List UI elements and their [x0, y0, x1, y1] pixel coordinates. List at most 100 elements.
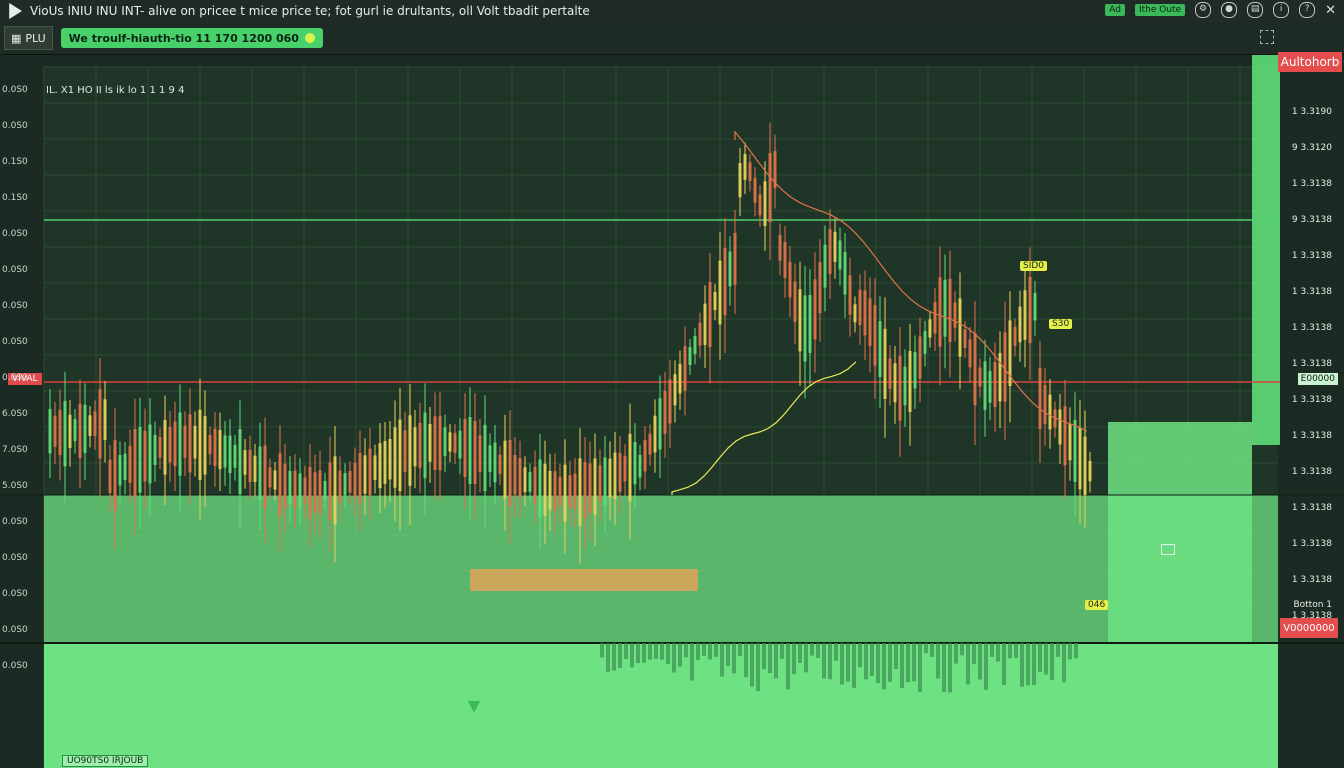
candle-body	[313, 472, 317, 513]
candle-body	[848, 275, 852, 315]
notes-icon[interactable]: ▤	[1247, 2, 1264, 18]
candle-body	[343, 473, 347, 496]
candle-body	[323, 480, 327, 500]
candle-body	[608, 458, 612, 498]
candle-body	[298, 473, 302, 508]
candle-body	[603, 457, 607, 506]
candle-body	[363, 455, 367, 494]
candle-body	[653, 415, 657, 453]
candle-body	[448, 432, 452, 452]
info-icon[interactable]: i	[1273, 2, 1290, 18]
volume-bar	[1002, 643, 1006, 685]
volume-bar	[912, 643, 916, 682]
candle-body	[483, 424, 487, 492]
candle-body	[128, 445, 132, 483]
candle-body	[228, 435, 232, 474]
candle-body	[928, 319, 932, 338]
candle-body	[328, 462, 332, 521]
symbol-selector[interactable]: ▦ PLU	[4, 26, 53, 50]
candle-body	[768, 153, 772, 223]
timeframe-label: We troulf-hiauth-tio 11 170 1200 060	[68, 31, 299, 45]
candle-body	[203, 416, 207, 475]
candle-body	[823, 244, 827, 288]
candle-body	[498, 454, 502, 475]
left-axis-tick: 0.0S0	[2, 589, 28, 599]
candle-body	[728, 251, 732, 287]
titlebar-badge-2[interactable]: Ithe Oute	[1134, 4, 1186, 16]
candle-body	[538, 459, 542, 518]
candle-body	[833, 231, 837, 262]
candle-body	[753, 178, 757, 203]
volume-bar	[630, 643, 634, 668]
candle-body	[233, 444, 237, 468]
settings-icon[interactable]: ⚙	[1195, 2, 1212, 18]
chart-canvas[interactable]	[0, 55, 1344, 768]
candle-body	[1058, 409, 1062, 445]
candle-body	[263, 445, 267, 509]
volume-bar	[906, 643, 910, 683]
candle-body	[788, 261, 792, 298]
close-icon[interactable]: ✕	[1325, 2, 1336, 18]
price-chart[interactable]: IL. X1 HO II ls ik lo 1 1 1 9 4 VIVAL Au…	[0, 52, 1344, 768]
candle-body	[943, 279, 947, 337]
candle-body	[198, 409, 202, 481]
candle-body	[893, 363, 897, 403]
volume-bar	[666, 643, 670, 665]
account-tag[interactable]: Aultohorb	[1278, 52, 1342, 72]
candle-body	[838, 240, 842, 270]
volume-bar	[1008, 643, 1012, 659]
footer-status: UO90TS0 IRJOUB	[62, 755, 149, 767]
candle-body	[698, 322, 702, 346]
candle-body	[303, 477, 307, 505]
volume-bar	[738, 643, 742, 657]
candle-body	[843, 252, 847, 295]
volume-bar	[1032, 643, 1036, 686]
volume-bar	[930, 643, 934, 657]
titlebar-badge-1[interactable]: Ad	[1105, 4, 1125, 16]
record-icon[interactable]: ●	[1221, 2, 1238, 18]
candle-body	[858, 289, 862, 326]
candle-body	[643, 440, 647, 472]
left-axis-tick: 0.1S0	[2, 157, 28, 167]
candle-body	[113, 439, 117, 512]
volume-bar	[756, 643, 760, 692]
volume-bar	[1074, 643, 1078, 659]
candle-body	[563, 464, 567, 522]
volume-bar	[600, 643, 604, 658]
candle-body	[243, 450, 247, 475]
volume-bar	[972, 643, 976, 665]
layer-icon[interactable]	[1161, 544, 1175, 555]
right-axis-tick: 1 3.3138	[1291, 575, 1332, 585]
timeframe-selector[interactable]: We troulf-hiauth-tio 11 170 1200 060	[60, 28, 323, 48]
volume-bar	[834, 643, 838, 661]
candle-body	[428, 423, 432, 462]
candle-body	[1023, 290, 1027, 340]
volume-bar	[798, 643, 802, 663]
fullscreen-icon[interactable]	[1260, 30, 1274, 44]
candle-body	[763, 181, 767, 227]
annotation-label[interactable]: 046	[1085, 600, 1109, 610]
candle-body	[458, 430, 462, 459]
candle-body	[523, 467, 527, 493]
volume-bar	[954, 643, 958, 664]
volume-bar	[978, 643, 982, 680]
bottom-right-tag: V0000000	[1280, 618, 1338, 638]
candle-body	[1008, 320, 1012, 387]
candle-body	[693, 335, 697, 355]
annotation-label[interactable]: SID0	[1020, 261, 1048, 271]
volume-bar	[612, 643, 616, 671]
candle-body	[253, 455, 257, 482]
candle-body	[923, 330, 927, 354]
left-axis-tick: 0.0S0	[2, 373, 28, 383]
left-axis-tick: 0.0S0	[2, 625, 28, 635]
help-icon[interactable]: ?	[1299, 2, 1316, 18]
candle-body	[338, 470, 342, 504]
annotation-label[interactable]: S30	[1049, 319, 1073, 329]
candle-body	[713, 291, 717, 311]
volume-bar	[810, 643, 814, 656]
candle-body	[98, 389, 102, 459]
candle-body	[108, 459, 112, 493]
volume-bar	[822, 643, 826, 679]
candle-body	[568, 475, 572, 509]
candle-body	[193, 425, 197, 459]
